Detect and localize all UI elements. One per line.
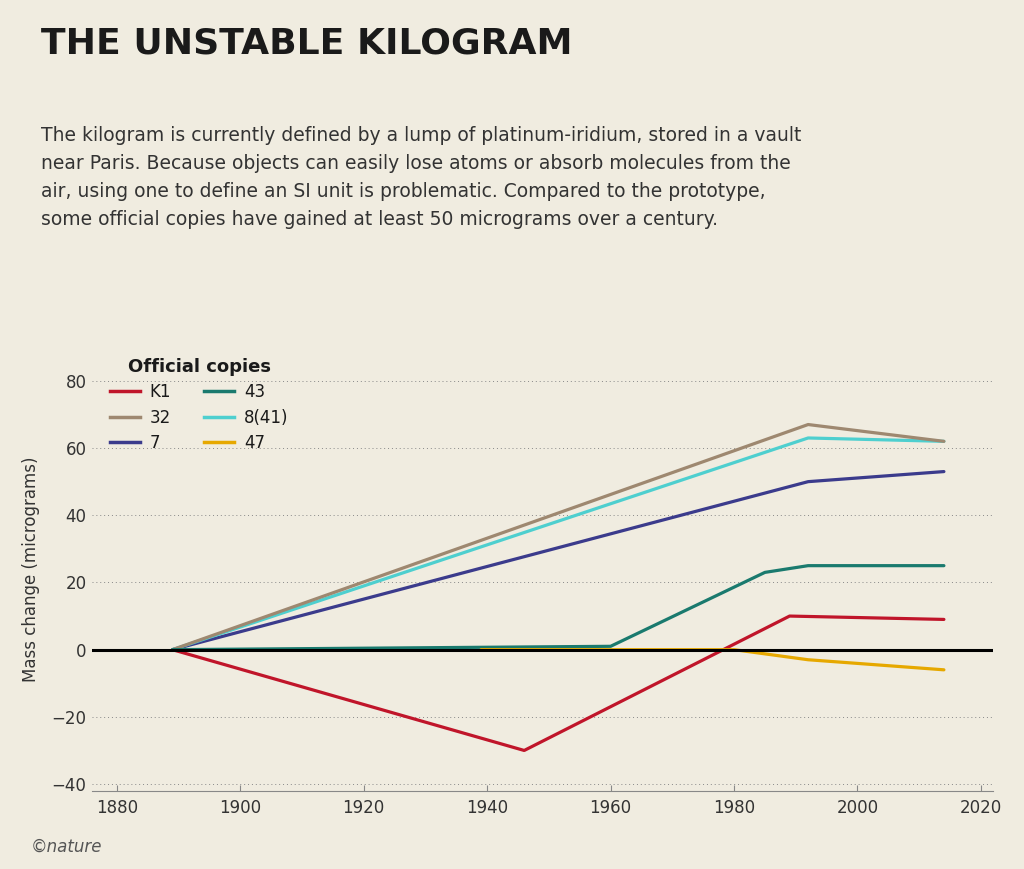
Text: THE UNSTABLE KILOGRAM: THE UNSTABLE KILOGRAM — [41, 26, 572, 60]
Legend: K1, 32, 7, 43, 8(41), 47: K1, 32, 7, 43, 8(41), 47 — [110, 358, 289, 452]
Text: The kilogram is currently defined by a lump of platinum-iridium, stored in a vau: The kilogram is currently defined by a l… — [41, 126, 802, 229]
Text: ©nature: ©nature — [31, 838, 102, 856]
Y-axis label: Mass change (micrograms): Mass change (micrograms) — [23, 456, 41, 682]
